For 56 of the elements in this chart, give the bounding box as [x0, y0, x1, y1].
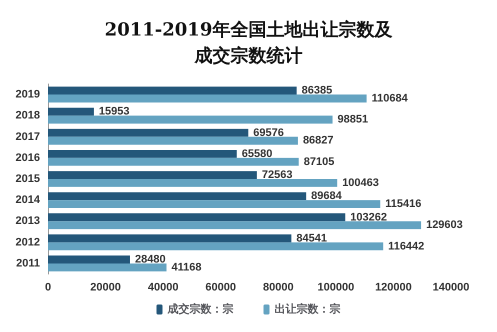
data-label: 86385	[302, 84, 332, 97]
y-tick-label: 2019	[16, 88, 40, 101]
bar	[48, 221, 422, 230]
data-label: 129603	[426, 219, 463, 232]
x-tick-label: 60000	[205, 282, 236, 294]
x-tick-label: 80000	[262, 282, 294, 294]
bar	[48, 213, 346, 222]
data-label: 115416	[385, 198, 422, 210]
data-label: 69576	[253, 126, 284, 139]
legend-label: 出让宗数：宗	[274, 302, 340, 316]
data-label: 89684	[311, 190, 343, 202]
y-tick-label: 2012	[16, 236, 40, 248]
bar	[48, 86, 297, 95]
x-tick-label: 100000	[318, 282, 354, 294]
bar	[48, 200, 380, 208]
data-label: 87105	[304, 156, 334, 168]
data-label: 72563	[262, 169, 292, 182]
y-tick-label: 2013	[16, 215, 40, 228]
bar	[48, 128, 248, 137]
x-tick-label: 20000	[90, 282, 121, 294]
data-label: 84541	[296, 232, 327, 244]
bar	[48, 94, 367, 102]
data-label: 15953	[98, 106, 130, 118]
chart-title: 2011-2019年全国土地出让宗数及成交宗数统计	[104, 20, 392, 66]
bar	[48, 108, 94, 116]
bar	[48, 136, 298, 145]
bar	[48, 158, 299, 166]
bar	[48, 179, 338, 187]
data-label: 98851	[338, 114, 368, 126]
bar	[48, 242, 384, 250]
bar	[48, 116, 333, 124]
bar	[48, 192, 306, 200]
data-label: 116442	[388, 240, 424, 252]
bar	[48, 256, 130, 264]
bar	[48, 171, 257, 179]
data-label: 100463	[342, 176, 379, 189]
x-tick-label: 0	[44, 282, 52, 294]
y-tick-label: 2017	[16, 130, 40, 143]
data-label: 41168	[172, 261, 202, 274]
y-tick-label: 2016	[16, 152, 40, 164]
data-label: 103262	[350, 211, 387, 224]
legend-label: 成交宗数：宗	[166, 302, 234, 316]
bar	[48, 150, 237, 158]
y-tick-label: 2018	[16, 110, 40, 122]
y-tick-label: 2014	[16, 194, 41, 206]
data-label: 65580	[242, 148, 272, 160]
data-label: 110684	[372, 92, 409, 105]
data-label: 86827	[302, 134, 334, 147]
y-tick-label: 2015	[16, 173, 40, 185]
bar	[48, 234, 292, 242]
bar	[48, 263, 167, 272]
x-tick-label: 140000	[432, 282, 470, 294]
x-tick-label: 120000	[375, 282, 412, 294]
y-tick-label: 2011	[16, 257, 40, 270]
data-label: 28480	[134, 253, 166, 266]
x-tick-label: 40000	[148, 282, 178, 294]
